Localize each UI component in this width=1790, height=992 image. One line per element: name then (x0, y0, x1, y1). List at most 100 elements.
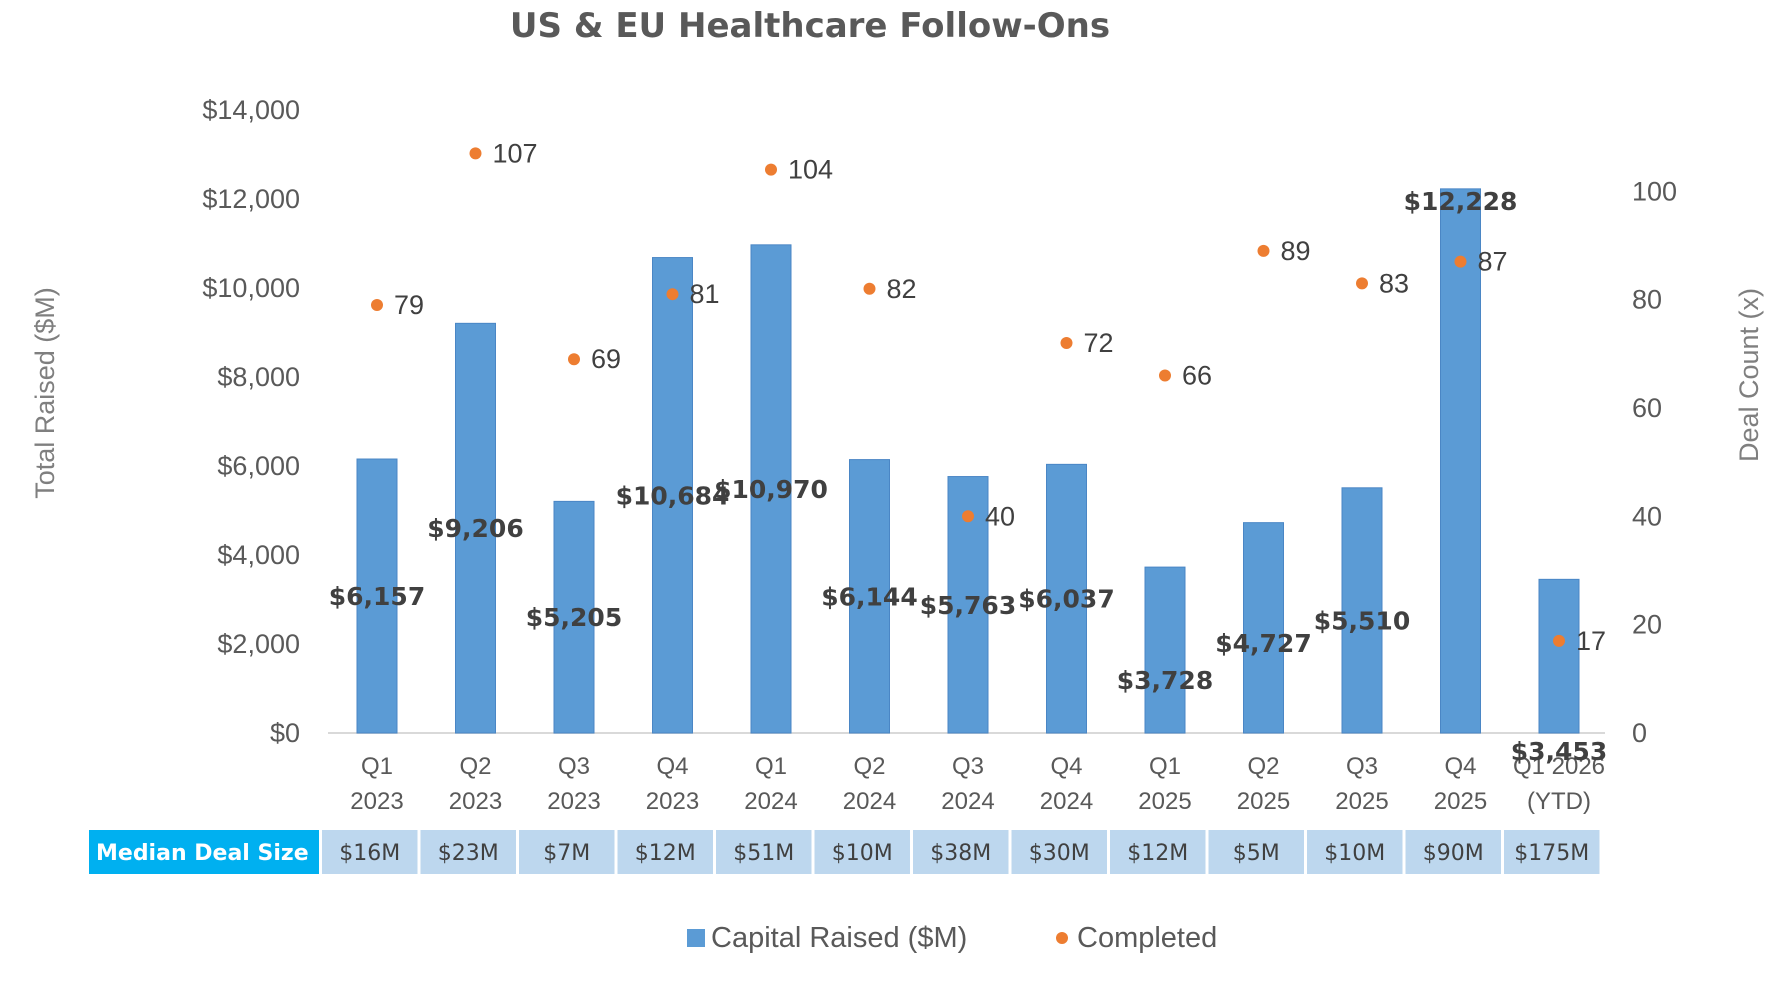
dot (1159, 369, 1171, 382)
y2-tick-label: 20 (1632, 610, 1662, 640)
bar-label: $9,206 (427, 514, 523, 543)
legend-dot-swatch (1056, 932, 1068, 944)
table-cell (519, 830, 615, 874)
x-axis-categories: Q1 2023 Q2 2023 Q3 2023 Q4 2023 Q1 2024 Q2 2024 Q3 20… (350, 753, 1605, 815)
dot-label: 82 (887, 274, 917, 304)
bar (553, 500, 595, 734)
table-cell (1307, 830, 1403, 874)
bar (1341, 487, 1383, 734)
y-axis-title: Total Raised ($M) (30, 287, 60, 499)
bar (356, 458, 398, 734)
y-tick-label: $4,000 (217, 540, 300, 570)
category-label-line1: Q2 (459, 753, 491, 780)
table-cell-value: $23M (438, 841, 499, 866)
dot (765, 163, 777, 176)
category-label-line1: Q2 (1247, 753, 1279, 780)
dot-label: 104 (788, 155, 833, 185)
category-label-line1: Q3 (558, 753, 590, 780)
category-label-line1: Q4 (656, 753, 688, 780)
table-cell (1405, 830, 1501, 874)
dot-label: 89 (1281, 236, 1311, 266)
dot (371, 299, 383, 312)
y-tick-label: $2,000 (217, 629, 300, 659)
bar-label: $10,684 (616, 481, 730, 510)
category-label-line1: Q1 (1149, 753, 1181, 780)
category-label-line2: 2025 (1138, 788, 1191, 815)
table-cell-value: $12M (1127, 841, 1188, 866)
dot-label: 66 (1182, 360, 1212, 390)
bar (750, 244, 792, 734)
category-label-line2: 2023 (350, 788, 403, 815)
table-cell (1110, 830, 1206, 874)
bar-label: $3,728 (1117, 666, 1213, 695)
table-cell (1011, 830, 1107, 874)
y2-tick-label: 80 (1632, 285, 1662, 315)
legend-bar-swatch (687, 929, 705, 947)
table-cell-value: $38M (930, 841, 991, 866)
category-label-line1: Q3 (1346, 753, 1378, 780)
table-header-label: Median Deal Size (96, 841, 309, 866)
bar (1144, 566, 1186, 734)
category-label-line1: Q3 (952, 753, 984, 780)
dot-label: 81 (690, 279, 720, 309)
y-tick-label: $6,000 (217, 451, 300, 481)
bar (652, 257, 693, 734)
bar (849, 459, 890, 734)
bar (455, 322, 496, 734)
dot (568, 353, 580, 366)
dot-label: 69 (591, 344, 621, 374)
y2-axis-ticks: 0 20 40 60 80 100 (1632, 176, 1677, 748)
y-tick-label: $8,000 (217, 362, 300, 392)
y2-tick-label: 100 (1632, 176, 1677, 206)
table-cell-value: $30M (1029, 841, 1090, 866)
dot-label: 83 (1379, 268, 1409, 298)
category-label-line1: Q2 (853, 753, 885, 780)
category-label-line2: (YTD) (1527, 788, 1591, 815)
dot (469, 147, 482, 160)
dot-label: 17 (1576, 626, 1606, 656)
bar-data-labels: $6,157$9,206$5,205$10,684$10,970$6,144 $5… (329, 187, 1607, 766)
bar-label: $6,144 (821, 582, 917, 611)
bar-label: $6,157 (329, 582, 425, 611)
table-cell-value: $12M (635, 841, 696, 866)
y-axis-ticks: $0 $2,000 $4,000 $6,000 $8,000 $10,000 $12,000… (202, 95, 300, 748)
dot (962, 510, 974, 523)
legend-dot-label: Completed (1077, 922, 1217, 954)
dot-label: 87 (1478, 247, 1508, 277)
table-cell (1208, 830, 1304, 874)
category-label-line1: Q1 (755, 753, 787, 780)
category-label-line2: 2023 (646, 788, 699, 815)
dot-label: 107 (493, 138, 538, 168)
y-tick-label: $12,000 (202, 184, 300, 214)
y-tick-label: $10,000 (202, 273, 300, 303)
category-label-line2: 2024 (744, 788, 797, 815)
y2-axis-title: Deal Count (x) (1734, 288, 1764, 462)
bar-label: $12,228 (1404, 187, 1518, 216)
y2-tick-label: 0 (1632, 718, 1647, 748)
y2-tick-label: 60 (1632, 393, 1662, 423)
bar-label: $3,453 (1511, 737, 1607, 766)
legend: Capital Raised ($M) Completed (687, 922, 1217, 954)
y-tick-label: $14,000 (202, 95, 300, 125)
dot-series: 79 107 69 81 104 82 40 72 66 89 83 87 17 (371, 138, 1606, 656)
table-cell-value: $51M (733, 841, 794, 866)
dot-label: 40 (985, 501, 1015, 531)
category-label-line1: Q4 (1050, 753, 1082, 780)
table-cell (420, 830, 516, 874)
table-cell-value: $5M (1233, 841, 1280, 866)
chart-title: US & EU Healthcare Follow-Ons (510, 6, 1110, 46)
bar-label: $6,037 (1018, 585, 1114, 614)
bar-label: $5,510 (1314, 606, 1410, 635)
category-label-line1: Q1 2026 (1513, 753, 1605, 780)
y-tick-label: $0 (270, 718, 300, 748)
bar-label: $5,763 (920, 591, 1016, 620)
table-cell-value: $16M (339, 841, 400, 866)
table-cell-value: $10M (1324, 841, 1385, 866)
median-deal-size-table: Median Deal Size $16M $23M $7M $12M $51M $10M $… (89, 830, 1600, 874)
table-cell (913, 830, 1009, 874)
bar-label: $5,205 (526, 603, 622, 632)
category-label-line2: 2023 (547, 788, 600, 815)
table-header-cell (89, 830, 319, 874)
category-label-line2: 2023 (449, 788, 502, 815)
